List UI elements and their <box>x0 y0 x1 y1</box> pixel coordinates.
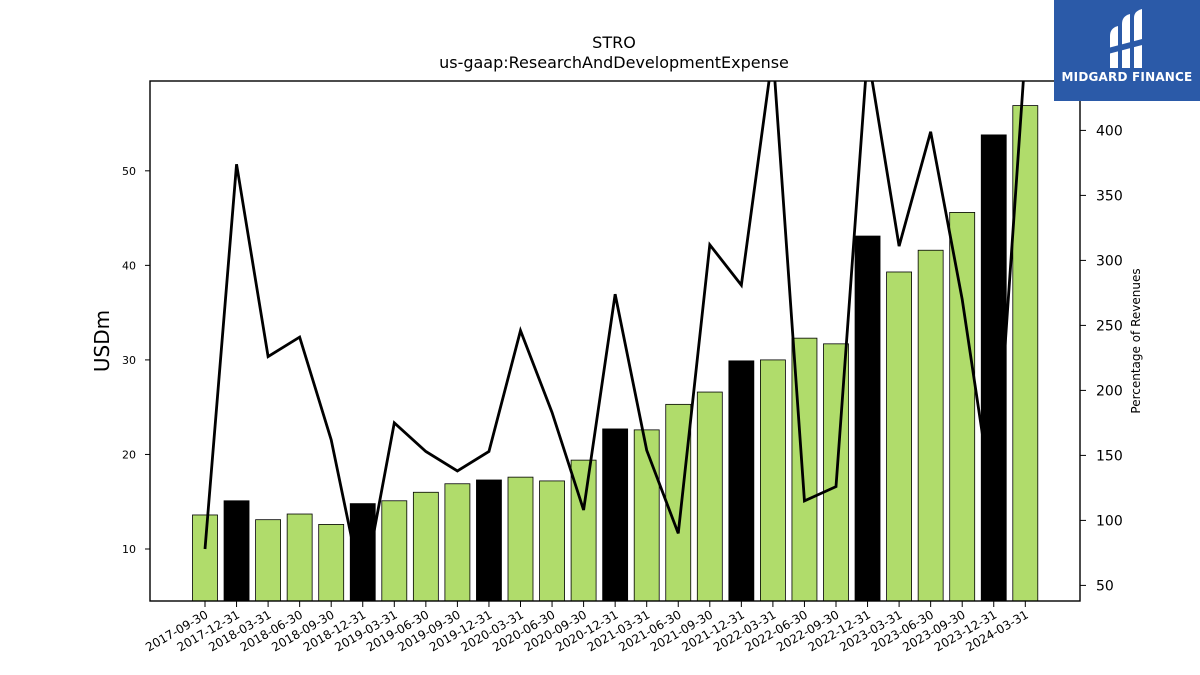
bars-group <box>192 105 1039 602</box>
y-tick-label: 10 <box>122 543 136 556</box>
y2-tick-label: 400 <box>1096 123 1123 139</box>
x-axis: 2017-09-302017-12-312018-03-312018-06-30… <box>143 601 1031 654</box>
y2-tick-label: 350 <box>1096 188 1123 204</box>
bar-2018-09-30 <box>318 524 345 602</box>
bar-2020-06-30 <box>539 480 565 602</box>
y2-axis-label: Percentage of Revenues <box>1129 268 1143 413</box>
bar-2018-03-31 <box>255 519 282 602</box>
logo-text: MIDGARD FINANCE <box>1061 70 1193 84</box>
bar-2017-09-30 <box>192 514 218 602</box>
bar-2019-06-30 <box>412 491 439 602</box>
bar-2021-06-30 <box>665 403 692 602</box>
y2-tick-label: 150 <box>1096 448 1123 464</box>
bar-2019-09-30 <box>444 483 471 602</box>
bar-2019-12-31 <box>476 479 502 602</box>
midgard-logo-icon <box>1108 9 1146 68</box>
line-group <box>203 81 1025 593</box>
y2-tick-label: 200 <box>1096 383 1123 399</box>
bar-2023-09-30 <box>949 212 976 602</box>
bar-2020-12-31 <box>602 428 629 602</box>
y2-tick-label: 300 <box>1096 253 1123 269</box>
bar-2022-12-31 <box>854 235 881 602</box>
y2-tick-label: 50 <box>1096 578 1114 594</box>
bar-2022-03-31 <box>760 359 786 602</box>
bar-2021-12-31 <box>728 360 755 602</box>
bar-2023-03-31 <box>886 271 912 602</box>
y-tick-label: 40 <box>122 259 136 272</box>
chart-title: STRO <box>592 33 636 52</box>
bar-2020-03-31 <box>507 476 534 602</box>
y-tick-label: 20 <box>122 448 136 461</box>
y-axis-label: USDm <box>90 310 114 372</box>
y-tick-label: 50 <box>122 165 136 178</box>
bar-2023-06-30 <box>917 249 944 602</box>
bar-2019-03-31 <box>381 500 408 602</box>
y-axis-left: 10 20 30 40 50 <box>122 165 150 556</box>
y2-tick-label: 250 <box>1096 318 1123 334</box>
bar-2021-09-30 <box>696 391 723 602</box>
chart-subtitle: us-gaap:ResearchAndDevelopmentExpense <box>439 53 789 72</box>
y2-tick-label: 100 <box>1096 513 1123 529</box>
y-tick-label: 30 <box>122 354 136 367</box>
bar-2017-12-31 <box>223 500 250 602</box>
line-percentage-of-revenues <box>203 81 1025 593</box>
brand-logo: MIDGARD FINANCE <box>1054 0 1200 101</box>
y-axis-right: 50 100 150 200 250 300 350 400 <box>1080 123 1123 594</box>
bar-2021-03-31 <box>633 429 660 602</box>
bar-2018-06-30 <box>286 513 313 602</box>
